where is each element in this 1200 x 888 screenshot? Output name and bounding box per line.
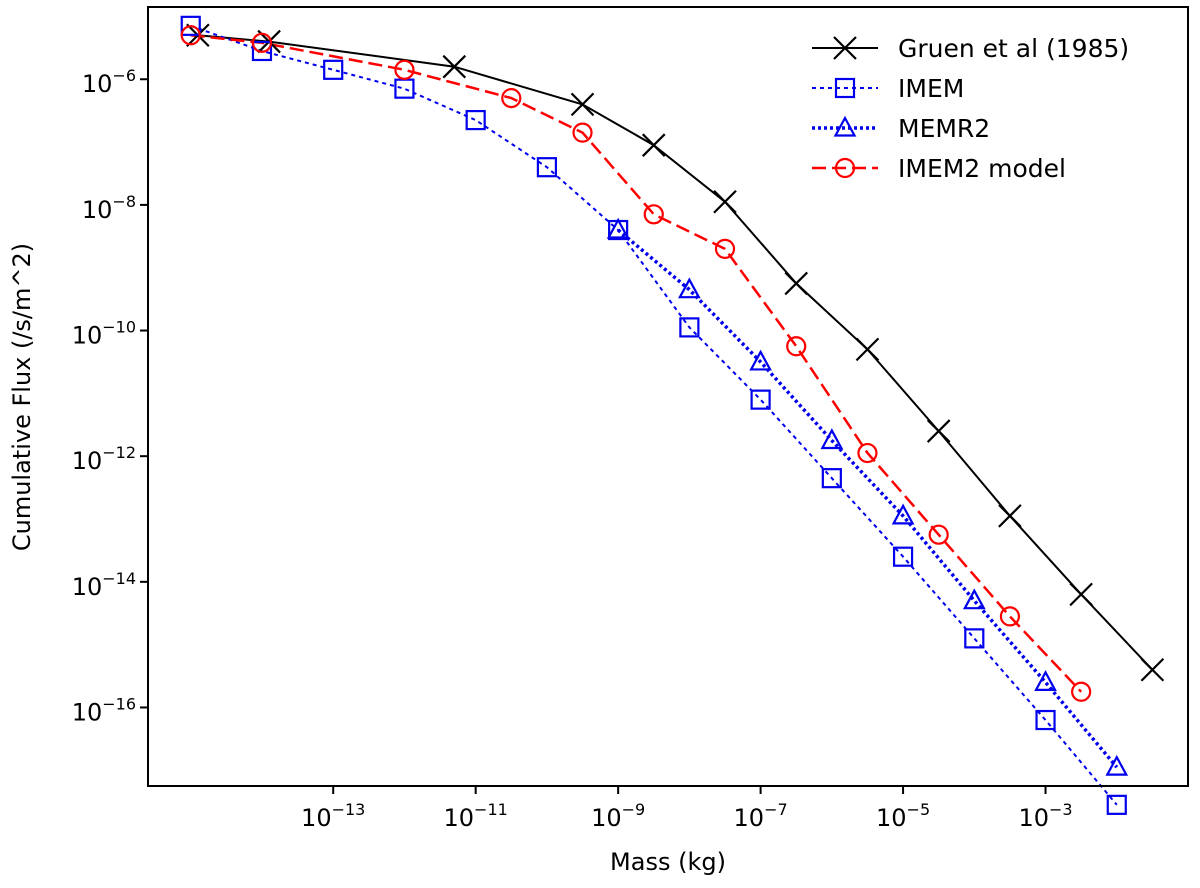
legend-label-imem2-model: IMEM2 model bbox=[898, 154, 1066, 183]
y-tick-label: 10−12 bbox=[72, 443, 136, 475]
data-point-memr2 bbox=[1034, 670, 1057, 691]
y-tick-label: 10−16 bbox=[72, 694, 136, 726]
data-point-gruen-et-al-1985 bbox=[442, 54, 467, 79]
data-point-memr2 bbox=[820, 428, 844, 450]
data-point-imem bbox=[251, 40, 273, 62]
data-point-memr2 bbox=[678, 277, 701, 299]
data-point-memr2 bbox=[749, 349, 772, 371]
data-point-imem bbox=[1106, 794, 1127, 815]
data-point-gruen-et-al-1985 bbox=[784, 271, 808, 296]
series-line-imem bbox=[190, 24, 1118, 806]
series-line-imem2-model bbox=[190, 34, 1083, 693]
data-point-gruen-et-al-1985 bbox=[998, 504, 1022, 528]
data-point-imem bbox=[180, 15, 201, 36]
plot-markers bbox=[180, 15, 1165, 815]
x-tick-label: 10−5 bbox=[876, 800, 930, 832]
x-tick-label: 10−3 bbox=[1018, 800, 1072, 832]
data-point-memr2 bbox=[962, 588, 986, 610]
data-point-imem2-model bbox=[501, 87, 522, 109]
series-line-gruen-et-al-1985 bbox=[197, 34, 1154, 671]
data-point-imem bbox=[465, 109, 486, 131]
x-tick-label: 10−13 bbox=[301, 800, 365, 832]
data-point-gruen-et-al-1985 bbox=[713, 189, 737, 214]
data-point-gruen-et-al-1985 bbox=[570, 92, 595, 117]
data-point-imem bbox=[1035, 709, 1056, 731]
data-point-gruen-et-al-1985 bbox=[855, 337, 880, 362]
data-point-imem2-model bbox=[643, 204, 664, 225]
data-point-gruen-et-al-1985 bbox=[1140, 658, 1165, 682]
y-axis-title: Cumulative Flux (/s/m^2) bbox=[8, 243, 36, 551]
data-point-imem2-model bbox=[999, 606, 1021, 627]
data-point-memr2 bbox=[606, 217, 630, 239]
y-tick-label: 10−8 bbox=[82, 192, 136, 224]
data-point-imem2-model bbox=[572, 122, 593, 143]
plot-lines bbox=[190, 24, 1154, 806]
data-point-imem2-model bbox=[786, 336, 807, 357]
data-point-imem2-model bbox=[1071, 681, 1092, 702]
y-axis-ticks: 10−6 10−8 10−10 10−12 10−14 10−16 bbox=[72, 66, 148, 726]
y-tick-label: 10−10 bbox=[72, 318, 136, 350]
legend-marker-gruen-et-al-1985 bbox=[833, 36, 857, 60]
y-tick-label: 10−6 bbox=[82, 66, 136, 98]
legend-marker-imem2-model bbox=[834, 157, 856, 179]
data-point-imem bbox=[892, 546, 914, 567]
x-tick-label: 10−9 bbox=[591, 800, 645, 832]
data-point-imem2-model bbox=[857, 442, 878, 464]
series-line-memr2 bbox=[616, 228, 1119, 769]
x-axis-title: Mass (kg) bbox=[610, 848, 726, 876]
data-point-imem2-model bbox=[251, 32, 273, 53]
data-point-imem bbox=[323, 59, 344, 80]
data-point-imem bbox=[679, 317, 700, 338]
data-point-imem bbox=[750, 389, 771, 410]
data-point-imem bbox=[536, 157, 558, 178]
legend-marker-imem bbox=[834, 77, 856, 99]
data-point-gruen-et-al-1985 bbox=[1069, 582, 1093, 607]
x-tick-label: 10−11 bbox=[444, 800, 508, 832]
data-point-imem bbox=[821, 468, 842, 489]
x-tick-label: 10−7 bbox=[734, 800, 788, 832]
data-point-imem2-model bbox=[714, 238, 736, 259]
legend-label-gruen-et-al-1985: Gruen et al (1985) bbox=[898, 34, 1129, 63]
data-point-gruen-et-al-1985 bbox=[926, 419, 951, 443]
data-point-imem2-model bbox=[928, 524, 949, 545]
plot-frame bbox=[147, 6, 1189, 787]
data-point-memr2 bbox=[891, 503, 915, 525]
data-point-imem2-model bbox=[180, 25, 201, 46]
data-point-memr2 bbox=[1105, 754, 1129, 776]
legend-label-memr2: MEMR2 bbox=[898, 114, 990, 143]
data-point-gruen-et-al-1985 bbox=[641, 133, 666, 157]
legend-label-imem: IMEM bbox=[898, 74, 964, 103]
x-axis-ticks: 10−13 10−11 10−9 10−7 10−5 10−3 bbox=[301, 786, 1073, 832]
data-point-imem bbox=[964, 628, 985, 649]
data-point-imem2-model bbox=[394, 59, 415, 80]
legend: Gruen et al (1985) IMEM MEMR2 IMEM2 model bbox=[812, 34, 1129, 183]
y-tick-label: 10−14 bbox=[72, 569, 136, 601]
legend-marker-memr2 bbox=[833, 115, 857, 137]
